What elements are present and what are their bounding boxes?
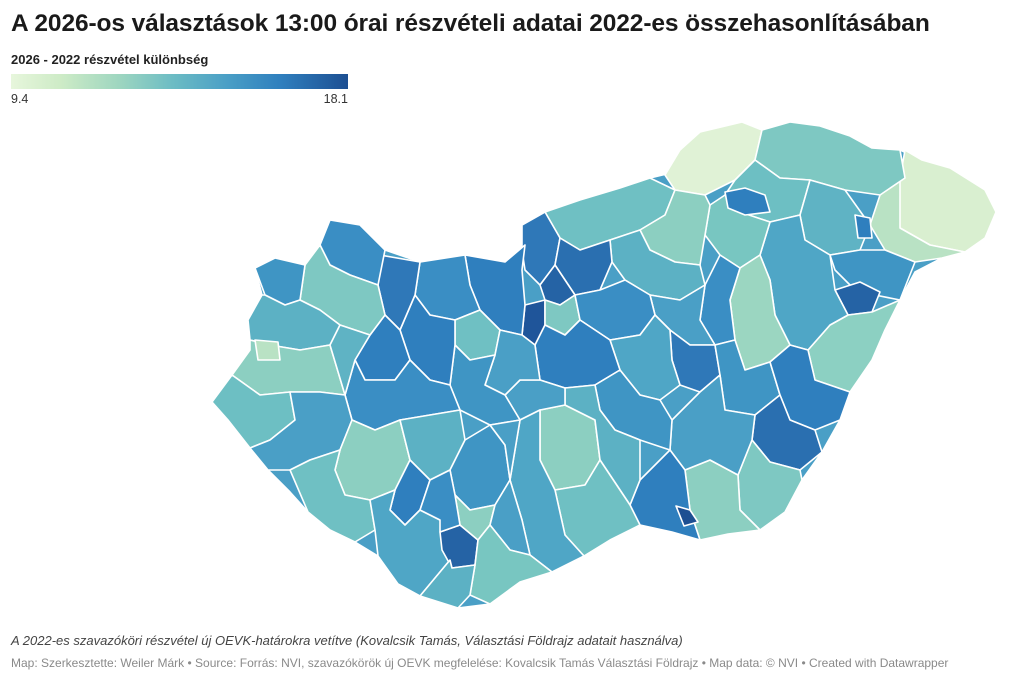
- map-district[interactable]: [254, 339, 281, 361]
- chart-title: A 2026-os választások 13:00 órai részvét…: [11, 10, 930, 37]
- legend-title: 2026 - 2022 részvétel különbség: [11, 52, 209, 67]
- map-credit: Map: Szerkesztette: Weiler Márk: [11, 656, 185, 670]
- map-district[interactable]: [724, 187, 771, 216]
- legend-max-label: 18.1: [323, 92, 348, 106]
- map-district[interactable]: [419, 469, 461, 533]
- credit-separator: •: [698, 656, 710, 670]
- map-data-credit: Map data: © NVI: [709, 656, 799, 670]
- credit-separator: •: [184, 656, 196, 670]
- map-district[interactable]: [419, 559, 476, 609]
- credit-separator: •: [798, 656, 809, 670]
- source-credit: Source: Forrás: NVI, szavazókörök új OEV…: [195, 656, 699, 670]
- map-credits: Map: Szerkesztette: Weiler Márk • Source…: [11, 656, 948, 670]
- datawrapper-link[interactable]: Created with Datawrapper: [809, 656, 949, 670]
- hungary-choropleth-map[interactable]: [0, 110, 1035, 630]
- map-district[interactable]: [329, 324, 371, 396]
- map-district[interactable]: [869, 177, 966, 263]
- map-district[interactable]: [854, 214, 873, 239]
- legend-min-label: 9.4: [11, 92, 29, 106]
- map-footnote: A 2022-es szavazóköri részvétel új OEVK-…: [11, 633, 683, 648]
- map-district[interactable]: [675, 505, 699, 527]
- map-district[interactable]: [564, 384, 641, 506]
- legend-color-scale: [11, 74, 348, 89]
